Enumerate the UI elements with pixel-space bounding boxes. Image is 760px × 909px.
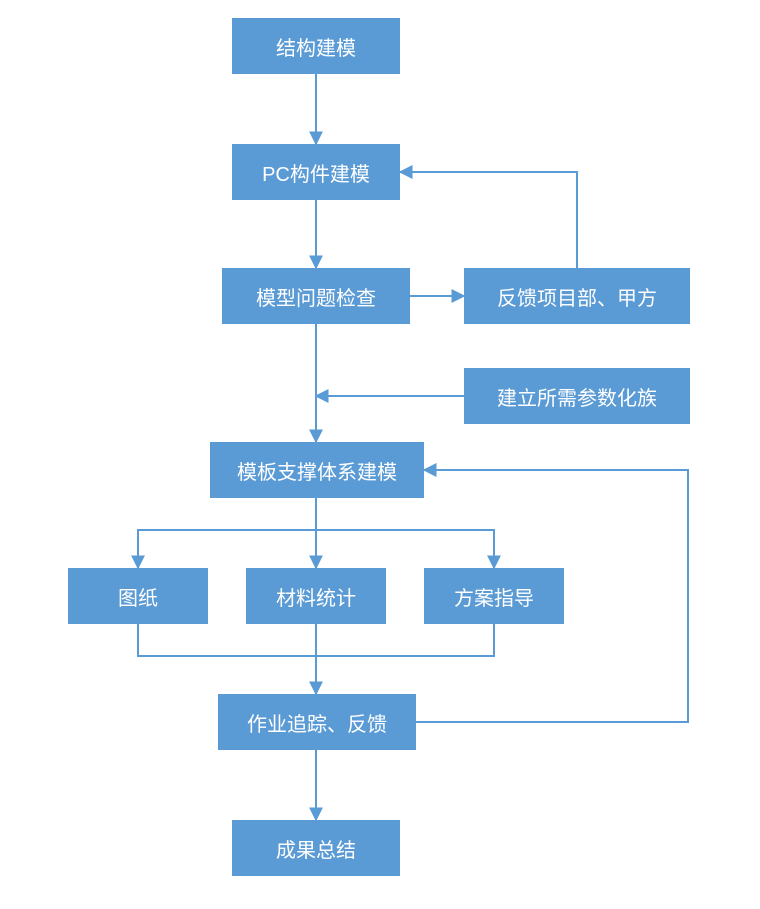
flowchart-canvas: 结构建模 PC构件建模模型问题检查 反馈项目部、甲方建立所需参数化族模板支撑体系建模… [0, 0, 760, 909]
flowchart-node-n7: 图纸 [68, 568, 208, 624]
flowchart-node-label: 作业追踪、反馈 [247, 708, 387, 737]
flowchart-edge [400, 172, 577, 268]
flowchart-node-label: 模板支撑体系建模 [237, 456, 397, 485]
flowchart-node-n6: 模板支撑体系建模 [210, 442, 424, 498]
flowchart-node-n3: 模型问题检查 [222, 268, 410, 324]
flowchart-node-label: 成果总结 [276, 834, 356, 863]
flowchart-edge [316, 498, 494, 568]
flowchart-node-n8: 材料统计 [246, 568, 386, 624]
flowchart-node-label: 材料统计 [276, 582, 356, 611]
flowchart-node-label: 结构建模 [276, 32, 356, 61]
flowchart-node-label: 反馈项目部、甲方 [497, 282, 657, 311]
flowchart-node-n11: 成果总结 [232, 820, 400, 876]
flowchart-node-n4: 反馈项目部、甲方 [464, 268, 690, 324]
flowchart-node-n2: PC构件建模 [232, 144, 400, 200]
flowchart-node-label: 方案指导 [454, 582, 534, 611]
flowchart-node-label: 模型问题检查 [256, 282, 376, 311]
flowchart-edge [316, 624, 494, 656]
flowchart-node-label: 图纸 [118, 582, 158, 611]
flowchart-edge [138, 624, 316, 694]
flowchart-node-n5: 建立所需参数化族 [464, 368, 690, 424]
flowchart-edge [138, 498, 316, 568]
flowchart-node-label: PC构件建模 [262, 158, 370, 187]
flowchart-node-n1: 结构建模 [232, 18, 400, 74]
flowchart-node-n10: 作业追踪、反馈 [218, 694, 416, 750]
flowchart-node-label: 建立所需参数化族 [497, 382, 657, 411]
flowchart-node-n9: 方案指导 [424, 568, 564, 624]
